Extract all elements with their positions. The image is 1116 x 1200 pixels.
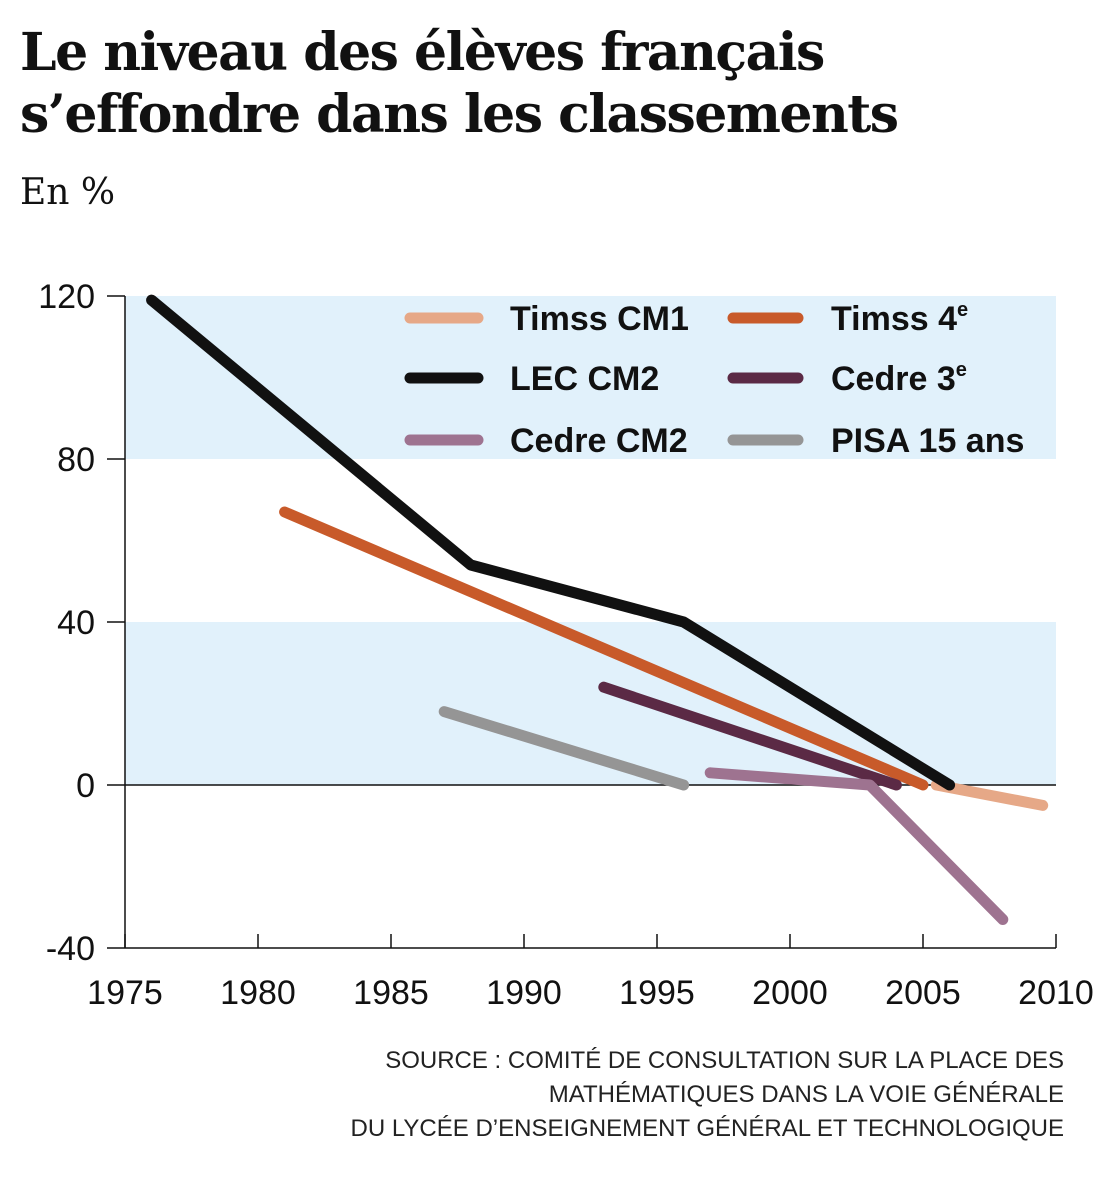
x-tick-label: 1980 [220,974,296,1012]
y-tick-label: 0 [76,767,95,805]
legend-label-cedre-cm2: Cedre CM2 [510,422,688,460]
legend-label-timss-4: Timss 4e [831,299,968,338]
series-line-pisa-15-ans [438,706,690,791]
series-line-timss-4 [279,506,929,791]
legend-label-timss-cm1: Timss CM1 [510,300,689,338]
y-tick-label: -40 [46,930,95,968]
legend-label-lec-cm2: LEC CM2 [510,360,659,398]
legend-label-cedre-3: Cedre 3e [831,359,967,398]
x-tick-label: 2000 [752,974,828,1012]
source-line-3: DU LYCÉE D’ENSEIGNEMENT GÉNÉRAL ET TECHN… [350,1115,1064,1142]
legend-superscript: e [957,299,968,321]
x-tick-label: 1975 [87,974,163,1012]
y-tick-label: 120 [38,278,95,316]
chart-title: Le niveau des élèves français s’effondre… [20,22,1100,146]
source-note: SOURCE : COMITÉ DE CONSULTATION SUR LA P… [64,1044,1064,1146]
source-line-2: MATHÉMATIQUES DANS LA VOIE GÉNÉRALE [548,1081,1064,1108]
chart-title-line-2: s’effondre dans les classements [20,84,899,145]
source-line-1: SOURCE : COMITÉ DE CONSULTATION SUR LA P… [385,1047,1064,1074]
line-chart: 120 80 40 0 -40 1975 1980 1985 1990 1995 2000 2005 2… [38,278,1094,1012]
x-tick-label: 1985 [353,974,429,1012]
y-tick-label: 40 [57,604,95,642]
series-line-cedre-cm2 [704,767,1009,925]
chart-band-0 [125,296,1056,459]
series-line-lec-cm2 [146,294,956,791]
y-tick-label: 80 [57,441,95,479]
x-tick-label: 1990 [486,974,562,1012]
x-tick-label: 1995 [619,974,695,1012]
x-tick-label: 2005 [885,974,961,1012]
series-line-cedre-3 [598,681,902,791]
x-tick-label: 2010 [1018,974,1094,1012]
series-line-timss-cm1 [930,779,1049,811]
legend-label-pisa-15-ans: PISA 15 ans [831,422,1024,460]
chart-title-line-1: Le niveau des élèves français [20,22,825,83]
legend-superscript: e [956,359,967,381]
chart-unit-label: En % [20,172,116,213]
